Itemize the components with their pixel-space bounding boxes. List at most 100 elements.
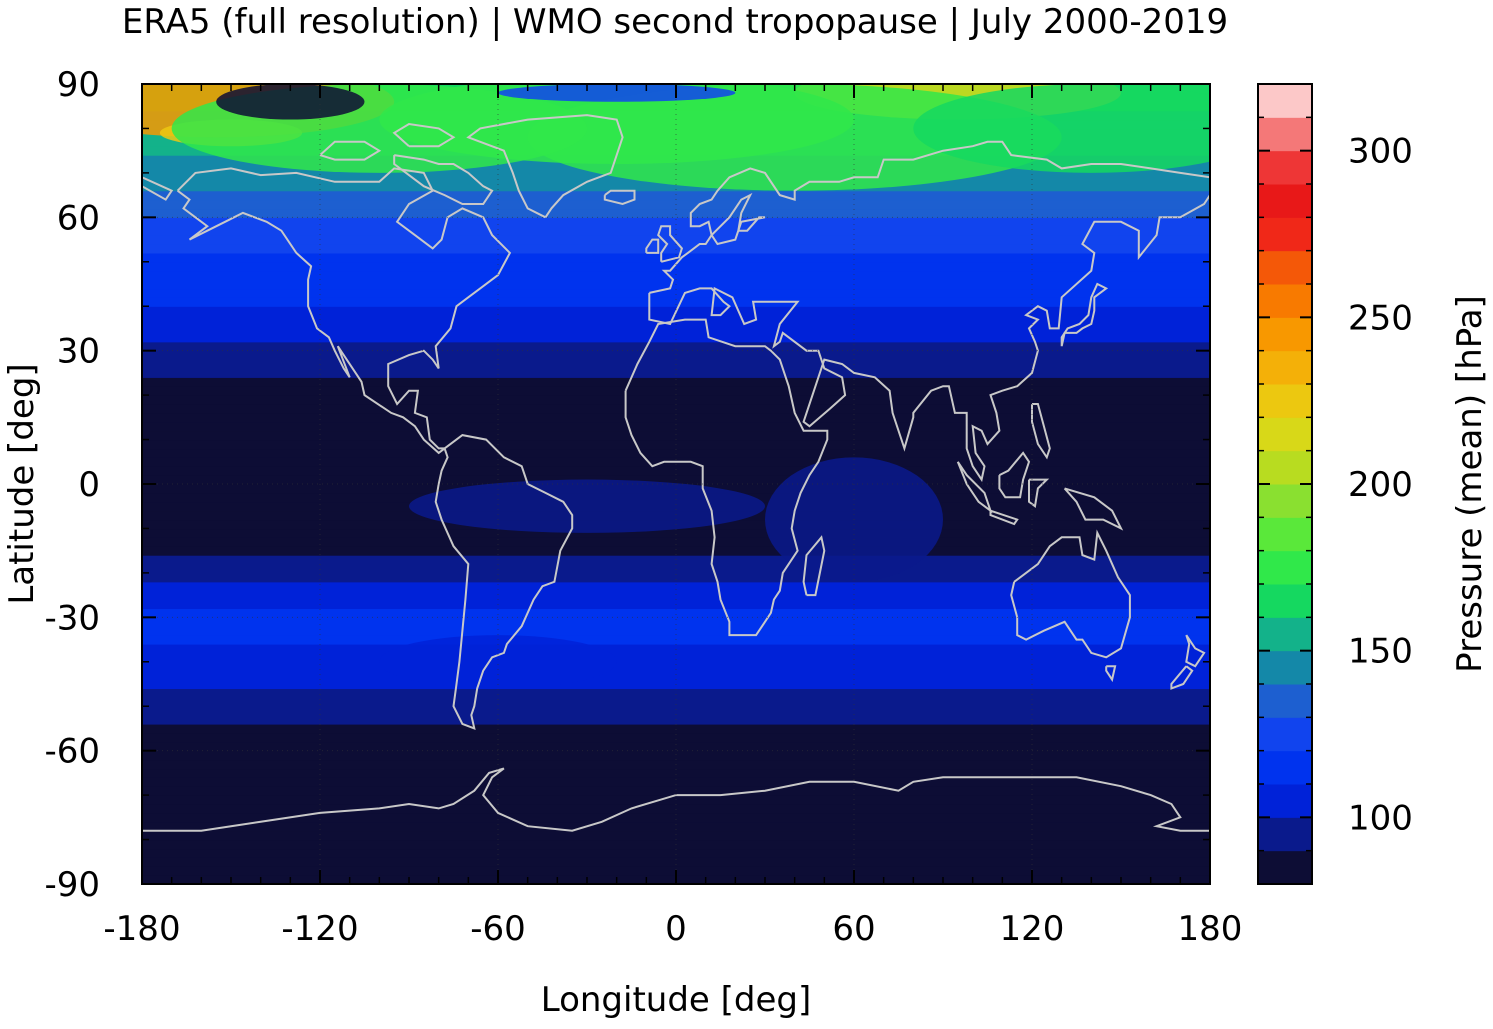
field-band (142, 537, 1210, 547)
field-band (142, 190, 1210, 201)
field-band (142, 581, 1210, 592)
colorbar-swatch (1258, 350, 1312, 385)
coastline (989, 509, 1019, 526)
colorbar-swatch (1258, 217, 1312, 252)
colorbar-swatch (1258, 750, 1312, 785)
field-band (142, 386, 1210, 396)
colorbar-swatch (1258, 117, 1312, 152)
field-band (142, 448, 1210, 458)
y-tick-label: 90 (57, 65, 100, 105)
x-tick-label: 180 (1178, 909, 1243, 949)
field-band (142, 804, 1210, 814)
x-tick-label: -180 (103, 909, 180, 949)
field-band (142, 181, 1210, 192)
y-axis-label: Latitude [deg] (2, 363, 42, 605)
field-band (142, 412, 1210, 423)
colorbar-swatch (1258, 84, 1312, 118)
colorbar-swatch (1258, 550, 1312, 585)
colorbar-swatch (1258, 650, 1312, 685)
field-band (142, 661, 1210, 672)
coastline (393, 154, 494, 205)
x-tick-label: 0 (665, 909, 687, 949)
colorbar-swatch (1258, 717, 1312, 752)
field-band (142, 350, 1210, 361)
coastline (1105, 665, 1117, 683)
y-tick-label: 30 (57, 332, 100, 372)
colorbar-swatch (1258, 850, 1312, 885)
coastline (624, 318, 829, 637)
field-band (142, 741, 1210, 752)
field-band (142, 466, 1210, 476)
field-band (142, 732, 1210, 743)
colorbar-tick-label: 100 (1348, 798, 1413, 838)
field-band (142, 332, 1210, 343)
coastline (1185, 634, 1206, 668)
field-band (142, 644, 1210, 654)
coastline (1031, 403, 1051, 460)
colorbar-swatch (1258, 150, 1312, 185)
gridlines (142, 84, 1210, 884)
field-patch (409, 479, 765, 533)
field-band (142, 768, 1210, 778)
field-band (142, 430, 1210, 441)
field-band (142, 208, 1210, 218)
field-band (142, 652, 1210, 663)
coastline (802, 535, 826, 597)
coastline (657, 225, 684, 263)
field-band (142, 341, 1210, 352)
colorbar-tick-label: 300 (1348, 132, 1413, 172)
field-band (142, 706, 1210, 716)
colorbar-swatch (1258, 384, 1312, 418)
field-band (142, 626, 1210, 636)
coastline (649, 140, 1210, 294)
field-band (142, 377, 1210, 387)
y-tick-label: -60 (44, 732, 100, 772)
colorbar-swatch (1258, 484, 1312, 518)
field-band (142, 608, 1210, 618)
coastline (645, 238, 660, 254)
field-band (142, 688, 1210, 698)
coastline (603, 189, 636, 206)
y-tick-label: -30 (44, 598, 100, 638)
field-patch (527, 84, 1062, 191)
field-band (142, 404, 1210, 414)
field-patch (216, 84, 365, 120)
field-band (142, 324, 1210, 334)
x-tick-label: 120 (1000, 909, 1065, 949)
colorbar-swatch (1258, 817, 1312, 852)
coastline (1028, 478, 1050, 508)
colorbar-swatch (1258, 684, 1312, 718)
field-band (142, 750, 1210, 761)
field-band (142, 617, 1210, 627)
y-axis: 90 60 30 0 -30 -60 -90 (44, 65, 1210, 905)
field-band (142, 244, 1210, 254)
field-patch (379, 635, 617, 689)
field-band (142, 546, 1210, 556)
colorbar-tick-label: 150 (1348, 632, 1413, 672)
field-band (142, 821, 1210, 832)
field-band (142, 270, 1210, 281)
x-tick-label: 60 (832, 909, 875, 949)
colorbar-swatch (1258, 517, 1312, 552)
colorbar-swatch (1258, 184, 1312, 218)
field-band (142, 226, 1210, 236)
coastline (142, 176, 174, 201)
field-band (142, 261, 1210, 272)
field-band (142, 421, 1210, 432)
x-axis: -180 -120 -60 0 60 120 180 (103, 84, 1242, 949)
plot-area[interactable] (38, 66, 1269, 884)
field-band (142, 572, 1210, 583)
colorbar: 100 150 200 250 300 (1257, 83, 1413, 885)
coastline (466, 114, 624, 219)
coastline (177, 189, 446, 455)
field-band (142, 670, 1210, 681)
colorbar-label: Pressure (mean) [hPa] (1450, 295, 1490, 673)
field-band (142, 528, 1210, 538)
field-band (142, 777, 1210, 787)
colorbar-swatch (1258, 584, 1312, 618)
field-band (142, 857, 1210, 867)
coastline (1010, 529, 1131, 659)
y-tick-label: 60 (57, 198, 100, 238)
y-tick-label: -90 (44, 865, 100, 905)
